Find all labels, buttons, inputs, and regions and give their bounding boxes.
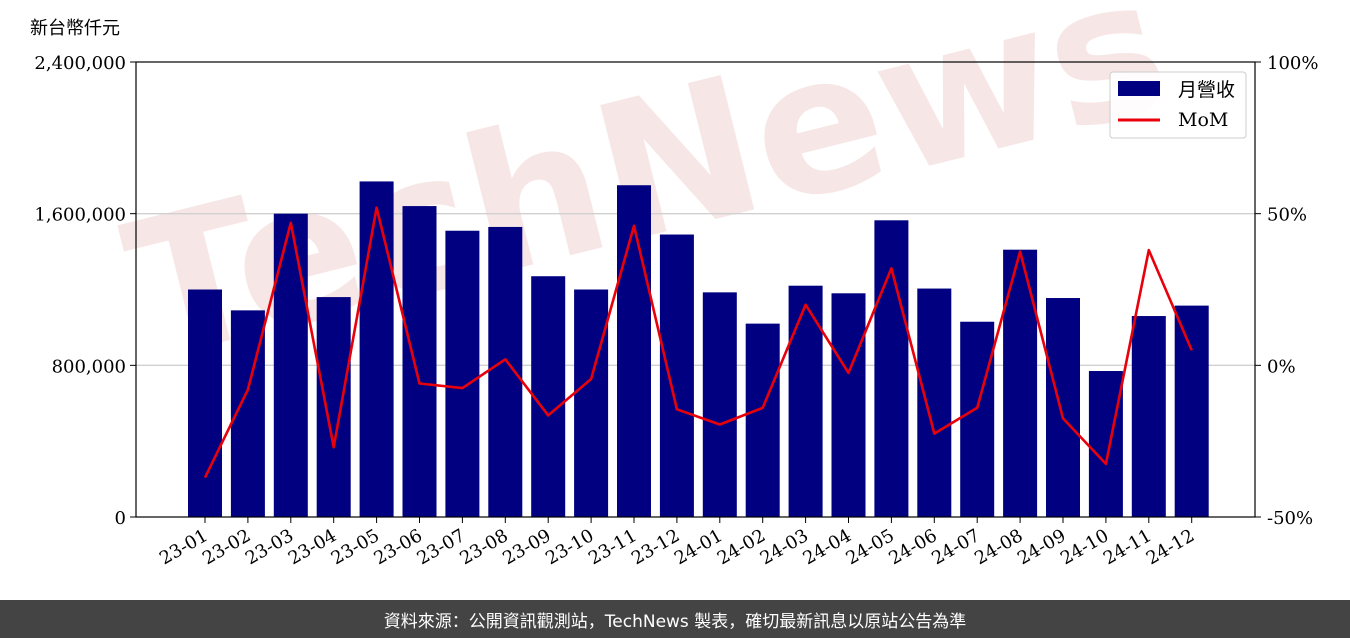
left-tick-label: 0 (115, 508, 126, 529)
left-tick-label: 800,000 (52, 356, 126, 377)
source-text: 資料來源：公開資訊觀測站，TechNews 製表，確切最新訊息以原站公告為準 (383, 611, 967, 632)
bar-24-08 (1003, 249, 1038, 517)
x-tick-label: 23-07 (413, 525, 468, 569)
bar-24-11 (1131, 316, 1166, 517)
bar-23-06 (402, 206, 437, 518)
bar-24-03 (788, 285, 823, 517)
x-tick-label: 24-12 (1143, 525, 1198, 569)
x-tick-label: 23-10 (542, 525, 597, 569)
bar-23-05 (359, 181, 394, 517)
right-axis: -50% 0% 50% 100% (1255, 53, 1318, 529)
x-tick-label: 24-11 (1100, 525, 1155, 569)
x-tick-label: 23-05 (328, 525, 383, 569)
left-tick-label: 2,400,000 (34, 53, 126, 74)
bar-24-07 (960, 321, 995, 517)
x-tick-label: 23-03 (242, 525, 297, 569)
mom-line (203, 206, 1193, 479)
bar-23-07 (445, 230, 480, 517)
x-tick-label: 23-12 (628, 525, 683, 569)
x-tick-label: 24-05 (842, 525, 897, 569)
x-tick-label: 23-01 (156, 525, 211, 569)
source-footer: 資料來源：公開資訊觀測站，TechNews 製表，確切最新訊息以原站公告為準 (0, 600, 1350, 638)
legend-label-mom: MoM (1178, 109, 1228, 131)
y-unit-label: 新台幣仟元 (30, 18, 120, 39)
x-tick-label: 24-06 (885, 525, 940, 569)
bar-23-04 (316, 297, 351, 517)
x-tick-label: 24-09 (1014, 525, 1069, 569)
left-tick-label: 1,600,000 (34, 205, 126, 226)
bar-24-05 (874, 220, 909, 518)
bar-23-11 (617, 185, 651, 517)
bar-23-10 (574, 289, 609, 517)
x-tick-label: 23-09 (499, 525, 554, 569)
bar-24-12 (1174, 305, 1209, 517)
bar-23-08 (488, 226, 523, 517)
right-tick-label: 50% (1267, 205, 1307, 226)
right-tick-label: -50% (1267, 508, 1313, 529)
x-tick-label: 24-01 (671, 525, 726, 569)
bar-23-12 (659, 234, 694, 518)
x-tick-label: 24-07 (928, 525, 983, 569)
x-tick-label: 24-03 (757, 525, 812, 569)
x-tick-label: 23-06 (371, 525, 426, 569)
x-tick-label: 24-10 (1057, 525, 1112, 569)
bar-23-01 (188, 289, 222, 517)
right-tick-label: 0% (1267, 356, 1296, 377)
x-tick-label: 23-11 (585, 525, 640, 569)
legend-label-revenue: 月營收 (1178, 79, 1235, 101)
bar-24-09 (1046, 298, 1080, 517)
bar-24-02 (745, 323, 780, 517)
legend: 月營收 MoM (1109, 71, 1247, 139)
mom-series (203, 206, 1193, 479)
plot-frame (135, 61, 1256, 518)
x-tick-label: 24-04 (800, 525, 855, 569)
bar-23-03 (273, 213, 308, 517)
x-tick-label: 23-02 (199, 525, 254, 569)
x-tick-label: 24-02 (714, 525, 769, 569)
bar-24-10 (1088, 371, 1123, 517)
legend-swatch-bar (1118, 81, 1160, 96)
bar-24-04 (831, 293, 866, 517)
x-tick-label: 24-08 (971, 525, 1026, 569)
bar-24-06 (917, 288, 952, 517)
right-tick-label: 100% (1267, 53, 1318, 74)
left-axis: 0 800,000 1,600,000 2,400,000 (34, 53, 136, 529)
bar-24-01 (702, 292, 737, 517)
bar-23-09 (531, 276, 566, 517)
x-tick-label: 23-08 (456, 525, 511, 569)
x-tick-label: 23-04 (285, 525, 340, 569)
x-axis: 23-0123-0223-0323-0423-0523-0623-0723-08… (156, 517, 1198, 569)
